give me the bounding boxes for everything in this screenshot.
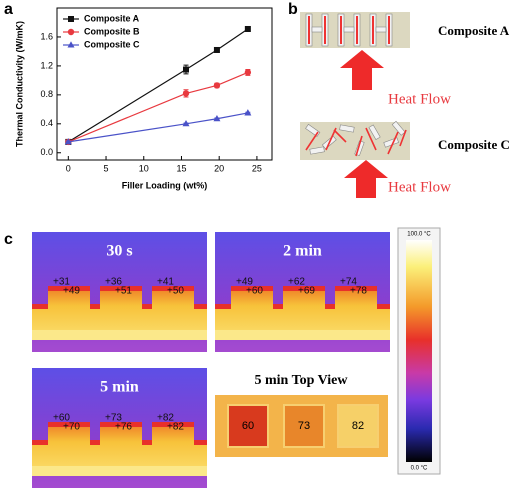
image-title: 2 min [283,243,322,260]
temperature-reading: +82 [157,413,174,424]
colorbar-min: 0.0 °C [411,466,428,472]
marker [213,82,221,89]
temperature-reading: +31 [53,277,70,288]
temperature-reading: +62 [288,277,305,288]
temperature-reading: +82 [167,422,184,433]
x-tick-label: 10 [139,163,149,173]
diagram-label: Composite A [438,23,510,38]
temperature-reading: +60 [53,413,70,424]
sample-base [32,466,207,476]
marker [183,66,189,73]
x-axis-title: Filler Loading (wt%) [122,180,208,190]
temperature-reading: +69 [298,286,315,297]
y-axis-title: Thermal Conductivity (W/mK) [14,21,24,147]
legend-label: Composite C [84,39,140,49]
x-tick-label: 0 [66,163,71,173]
top-view-title: 5 min Top View [255,373,349,388]
top-view-reading: 82 [352,420,364,432]
legend-label: Composite A [84,13,140,23]
top-view-sample [283,404,325,448]
y-tick-label: 0.4 [40,118,53,128]
x-tick-label: 15 [176,163,186,173]
marker [64,138,72,145]
composite-a-sketch [300,12,410,90]
panel-label: a [4,1,13,18]
sample-base [215,330,390,340]
temperature-reading: +73 [105,413,122,424]
top-view-sample [337,404,379,448]
marker [213,114,221,122]
temperature-reading: +51 [115,286,132,297]
sample-base [32,330,207,340]
marker [213,46,220,53]
marker [244,69,252,76]
colorbar [406,240,432,462]
top-view-reading: 60 [242,420,254,432]
y-tick-label: 0.0 [40,147,53,157]
temperature-reading: +49 [236,277,253,288]
temperature-reading: +49 [63,286,80,297]
y-tick-label: 1.6 [40,31,53,41]
temperature-reading: +70 [63,422,80,433]
marker [182,90,190,97]
legend-label: Composite B [84,26,140,36]
marker [244,109,252,116]
image-title: 30 s [106,243,132,260]
sample-body [32,291,207,340]
marker [182,120,190,127]
x-tick-label: 5 [104,163,109,173]
legend-marker [67,41,75,48]
colorbar-max: 100.0 °C [407,232,431,238]
composite-c-sketch [300,120,410,198]
series-line [68,112,248,143]
x-tick-label: 25 [252,163,262,173]
panel-label: c [4,231,13,248]
marker [244,25,251,32]
legend-marker [67,28,75,36]
sample-body [215,291,390,340]
series-line [68,71,249,143]
arrow-label: Heat Flow [388,179,451,195]
top-view-sample [227,404,269,448]
temperature-reading: +60 [246,286,263,297]
temperature-reading: +76 [115,422,132,433]
temperature-reading: +50 [167,286,184,297]
legend-marker [68,16,74,22]
temperature-reading: +41 [157,277,174,288]
sample-body [32,427,207,476]
plot-frame [56,7,273,161]
temperature-reading: +74 [340,277,357,288]
top-view-reading: 73 [298,420,310,432]
y-tick-label: 0.8 [40,89,53,99]
panel-label: b [288,1,298,18]
series-line [68,28,249,143]
y-tick-label: 1.2 [40,60,53,70]
diagram-label: Composite C [438,137,510,152]
temperature-reading: +36 [105,277,122,288]
x-tick-label: 20 [214,163,224,173]
temperature-reading: +78 [350,286,367,297]
image-title: 5 min [100,379,139,396]
arrow-label: Heat Flow [388,91,451,107]
